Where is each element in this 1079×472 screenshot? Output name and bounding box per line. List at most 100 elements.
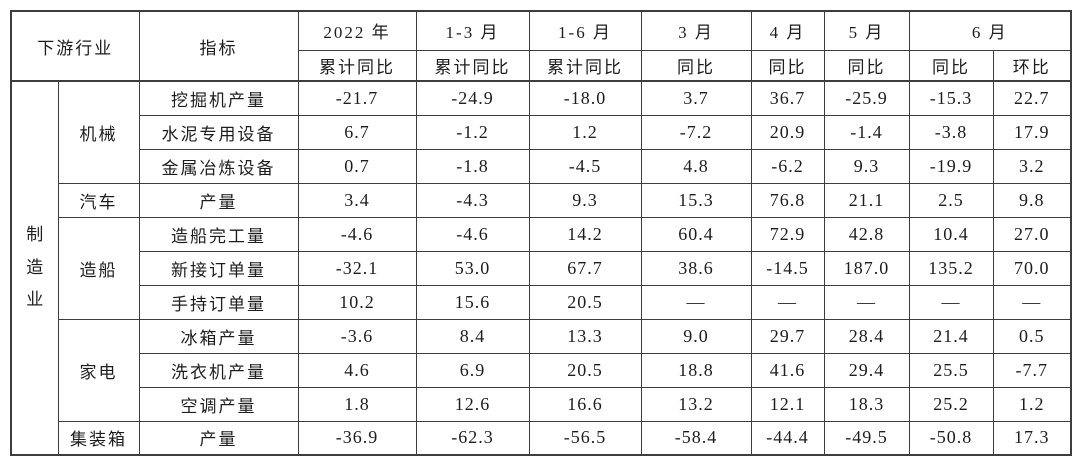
value-cell: -18.0 [528, 80, 642, 116]
subheader-yoy: 同比 [750, 49, 825, 82]
value-cell: 9.8 [992, 182, 1072, 218]
value-cell: 42.8 [823, 216, 910, 252]
value-cell: 22.7 [992, 80, 1072, 116]
value-cell: 3.2 [992, 148, 1072, 184]
industry-group-cell: 制造业 [10, 80, 59, 456]
indicator-label: 冰箱产量 [138, 318, 299, 354]
value-cell: -6.2 [750, 148, 825, 184]
value-cell: -7.2 [640, 114, 752, 150]
header-period-m6: 6 月 [908, 10, 1072, 51]
value-cell: 0.7 [297, 148, 417, 184]
industry-group-label: 制造业 [26, 225, 44, 310]
value-cell: 9.3 [528, 182, 642, 218]
value-cell: 28.4 [823, 318, 910, 354]
value-cell: 14.2 [528, 216, 642, 252]
value-cell: 3.4 [297, 182, 417, 218]
value-cell: 10.4 [908, 216, 994, 252]
value-cell: -58.4 [640, 420, 752, 456]
table-row: 集装箱 产量 -36.9 -62.3 -56.5 -58.4 -44.4 -49… [11, 420, 1072, 456]
table-row: 水泥专用设备 6.7 -1.2 1.2 -7.2 20.9 -1.4 -3.8 … [11, 114, 1072, 150]
category-auto: 汽车 [57, 182, 140, 218]
table-row: 金属冶炼设备 0.7 -1.8 -4.5 4.8 -6.2 9.3 -19.9 … [11, 148, 1072, 184]
value-cell: -1.4 [823, 114, 910, 150]
value-cell: 18.8 [640, 352, 752, 388]
indicator-label: 产量 [138, 420, 299, 456]
value-cell: 4.6 [297, 352, 417, 388]
table-row: 制造业 机械 挖掘机产量 -21.7 -24.9 -18.0 3.7 36.7 … [10, 80, 1072, 456]
value-cell: 72.9 [750, 216, 825, 252]
value-cell: 20.5 [528, 352, 642, 388]
value-cell: 8.4 [415, 318, 530, 354]
subheader-yoy-cum: 累计同比 [528, 49, 642, 82]
value-cell: 1.8 [297, 386, 417, 422]
value-cell: 9.0 [640, 318, 752, 354]
value-cell: 9.3 [823, 148, 910, 184]
table-row: 家电 冰箱产量 -3.6 8.4 13.3 9.0 29.7 28.4 21.4… [11, 318, 1072, 422]
header-industry: 下游行业 [10, 10, 140, 82]
value-cell: -32.1 [297, 250, 417, 286]
value-cell: 18.3 [823, 386, 910, 422]
value-cell: 1.2 [992, 386, 1072, 422]
value-cell: — [640, 284, 752, 320]
indicator-label: 手持订单量 [138, 284, 299, 320]
value-cell: 76.8 [750, 182, 825, 218]
value-cell: 67.7 [528, 250, 642, 286]
value-cell: -25.9 [823, 80, 910, 116]
value-cell: -4.6 [297, 216, 417, 252]
value-cell: -4.5 [528, 148, 642, 184]
value-cell: 13.3 [528, 318, 642, 354]
category-shipbuilding: 造船 [57, 216, 140, 320]
category-appliances: 家电 [57, 318, 140, 422]
table-row: 汽车 产量 3.4 -4.3 9.3 15.3 76.8 21.1 2.5 9.… [11, 182, 1072, 218]
category-machinery: 机械 [57, 80, 140, 184]
value-cell: 17.9 [992, 114, 1072, 150]
indicator-label: 造船完工量 [138, 216, 299, 252]
value-cell: 27.0 [992, 216, 1072, 252]
indicator-label: 金属冶炼设备 [138, 148, 299, 184]
value-cell: 25.2 [908, 386, 994, 422]
value-cell: 6.9 [415, 352, 530, 388]
value-cell: -3.6 [297, 318, 417, 354]
value-cell: 15.3 [640, 182, 752, 218]
indicator-label: 产量 [138, 182, 299, 218]
value-cell: -1.2 [415, 114, 530, 150]
value-cell: 36.7 [750, 80, 825, 116]
value-cell: 70.0 [992, 250, 1072, 286]
value-cell: 0.5 [992, 318, 1072, 354]
value-cell: 12.1 [750, 386, 825, 422]
value-cell: 53.0 [415, 250, 530, 286]
value-cell: 21.1 [823, 182, 910, 218]
value-cell: 1.2 [528, 114, 642, 150]
table-row: 空调产量 1.8 12.6 16.6 13.2 12.1 18.3 25.2 1… [11, 386, 1072, 422]
value-cell: — [750, 284, 825, 320]
value-cell: 41.6 [750, 352, 825, 388]
value-cell: -3.8 [908, 114, 994, 150]
header-period-1-6: 1-6 月 [528, 10, 642, 51]
value-cell: -14.5 [750, 250, 825, 286]
header-period-2022: 2022 年 [297, 10, 417, 51]
header-period-1-3: 1-3 月 [415, 10, 530, 51]
value-cell: — [823, 284, 910, 320]
value-cell: -24.9 [415, 80, 530, 116]
value-cell: -7.7 [992, 352, 1072, 388]
value-cell: -19.9 [908, 148, 994, 184]
indicator-label: 水泥专用设备 [138, 114, 299, 150]
value-cell: 13.2 [640, 386, 752, 422]
value-cell: -4.6 [415, 216, 530, 252]
subheader-yoy: 同比 [908, 49, 994, 82]
value-cell: -36.9 [297, 420, 417, 456]
industry-data-table: 下游行业 指标 2022 年 1-3 月 1-6 月 3 月 4 月 5 月 6… [10, 10, 1072, 456]
value-cell: 187.0 [823, 250, 910, 286]
table-row: 手持订单量 10.2 15.6 20.5 — — — — — [11, 284, 1072, 320]
value-cell: 17.3 [992, 420, 1072, 456]
value-cell: 20.9 [750, 114, 825, 150]
value-cell: 135.2 [908, 250, 994, 286]
subheader-yoy-cum: 累计同比 [415, 49, 530, 82]
indicator-label: 挖掘机产量 [138, 80, 299, 116]
category-container: 集装箱 [57, 420, 140, 456]
value-cell: 25.5 [908, 352, 994, 388]
value-cell: -44.4 [750, 420, 825, 456]
value-cell: -15.3 [908, 80, 994, 116]
value-cell: -50.8 [908, 420, 994, 456]
value-cell: -1.8 [415, 148, 530, 184]
